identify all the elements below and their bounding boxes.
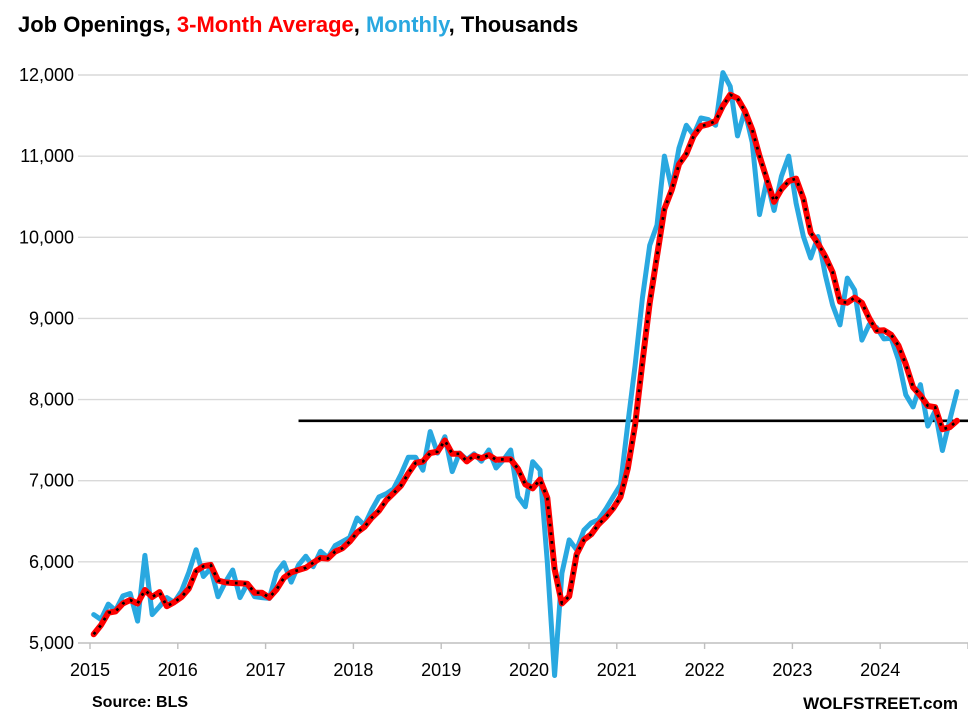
brand-label: WOLFSTREET.com bbox=[803, 694, 958, 713]
average-line bbox=[90, 91, 960, 638]
x-axis-tick-label: 2024 bbox=[860, 660, 900, 680]
title-segment-red: 3-Month Average bbox=[176, 12, 354, 37]
y-axis-tick-label: 10,000 bbox=[19, 227, 74, 247]
source-label: Source: BLS bbox=[92, 694, 189, 711]
title-segment-black-2: , bbox=[353, 12, 366, 37]
title-segment-black-1: Job Openings, bbox=[18, 12, 177, 37]
y-axis-tick-label: 12,000 bbox=[19, 65, 74, 85]
x-axis-tick-label: 2017 bbox=[246, 660, 286, 680]
chart-title: Job Openings, 3-Month Average, Monthly, … bbox=[18, 12, 958, 38]
title-segment-black-3: , Thousands bbox=[448, 12, 579, 37]
x-axis-tick-label: 2016 bbox=[158, 660, 198, 680]
y-axis-tick-label: 7,000 bbox=[29, 471, 74, 491]
y-axis-tick-label: 8,000 bbox=[29, 390, 74, 410]
y-axis-tick-label: 11,000 bbox=[20, 146, 74, 166]
average-dots-overlay bbox=[92, 93, 958, 636]
x-axis-tick-label: 2021 bbox=[597, 660, 637, 680]
x-axis-tick-label: 2019 bbox=[421, 660, 461, 680]
x-axis-tick-label: 2023 bbox=[772, 660, 812, 680]
x-axis-tick-label: 2018 bbox=[333, 660, 373, 680]
y-axis-tick-label: 9,000 bbox=[29, 308, 74, 328]
x-axis-tick-label: 2020 bbox=[509, 660, 549, 680]
monthly-line bbox=[91, 70, 960, 678]
title-segment-blue: Monthly bbox=[365, 12, 449, 37]
y-axis-tick-label: 5,000 bbox=[29, 633, 74, 653]
x-axis-tick-label: 2022 bbox=[685, 660, 725, 680]
x-axis-tick-label: 2015 bbox=[70, 660, 110, 680]
y-axis-tick-label: 6,000 bbox=[29, 552, 74, 572]
